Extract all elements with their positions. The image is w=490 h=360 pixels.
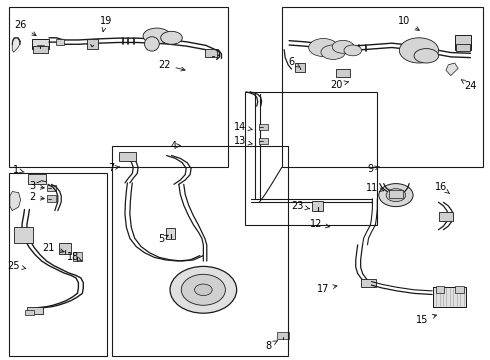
Polygon shape — [12, 38, 21, 52]
Ellipse shape — [143, 28, 171, 44]
Text: 24: 24 — [461, 80, 477, 91]
Text: 1: 1 — [13, 165, 24, 175]
FancyBboxPatch shape — [336, 69, 350, 77]
FancyBboxPatch shape — [295, 63, 305, 72]
FancyBboxPatch shape — [456, 286, 464, 293]
Text: 15: 15 — [416, 314, 437, 325]
Polygon shape — [446, 63, 458, 76]
Text: 14: 14 — [234, 122, 252, 132]
FancyBboxPatch shape — [24, 310, 34, 315]
Ellipse shape — [161, 31, 182, 44]
Text: 26: 26 — [15, 20, 36, 36]
FancyBboxPatch shape — [47, 195, 56, 202]
FancyBboxPatch shape — [277, 332, 289, 339]
Text: 9: 9 — [368, 164, 379, 174]
Ellipse shape — [332, 40, 354, 53]
Polygon shape — [10, 192, 21, 211]
Ellipse shape — [399, 38, 439, 63]
Text: 12: 12 — [310, 219, 330, 229]
Ellipse shape — [309, 39, 338, 57]
Text: 10: 10 — [398, 16, 419, 30]
Text: 11: 11 — [366, 183, 384, 193]
Text: 4: 4 — [171, 141, 180, 151]
Ellipse shape — [344, 45, 362, 56]
FancyBboxPatch shape — [87, 39, 98, 49]
FancyBboxPatch shape — [14, 227, 32, 243]
Text: 23: 23 — [292, 201, 309, 211]
Text: 3: 3 — [29, 181, 44, 192]
Polygon shape — [56, 39, 64, 45]
FancyBboxPatch shape — [47, 185, 56, 191]
FancyBboxPatch shape — [119, 152, 136, 161]
Text: 25: 25 — [7, 261, 26, 271]
Text: 21: 21 — [43, 243, 64, 253]
FancyBboxPatch shape — [361, 279, 376, 287]
Text: 13: 13 — [234, 136, 252, 146]
FancyBboxPatch shape — [73, 252, 82, 261]
Text: 7: 7 — [108, 163, 120, 173]
FancyBboxPatch shape — [32, 39, 49, 49]
Ellipse shape — [379, 184, 413, 207]
FancyBboxPatch shape — [33, 46, 48, 53]
Ellipse shape — [414, 49, 439, 63]
Text: 8: 8 — [266, 341, 277, 351]
Text: 17: 17 — [317, 284, 337, 294]
Ellipse shape — [195, 284, 212, 296]
FancyBboxPatch shape — [259, 138, 268, 144]
FancyBboxPatch shape — [434, 287, 466, 307]
FancyBboxPatch shape — [312, 201, 323, 211]
Text: 22: 22 — [158, 60, 185, 71]
FancyBboxPatch shape — [389, 190, 403, 198]
Text: 6: 6 — [289, 57, 300, 67]
Text: 2: 2 — [29, 192, 44, 202]
FancyBboxPatch shape — [440, 212, 453, 221]
FancyBboxPatch shape — [27, 175, 46, 184]
Text: 16: 16 — [435, 182, 450, 194]
FancyBboxPatch shape — [59, 243, 71, 254]
FancyBboxPatch shape — [27, 307, 43, 314]
Text: 19: 19 — [99, 16, 112, 32]
FancyBboxPatch shape — [436, 286, 444, 293]
Ellipse shape — [145, 37, 159, 51]
Text: 20: 20 — [331, 80, 348, 90]
Text: 5: 5 — [158, 234, 168, 244]
Ellipse shape — [321, 45, 345, 59]
FancyBboxPatch shape — [205, 49, 217, 57]
FancyBboxPatch shape — [456, 44, 470, 51]
Ellipse shape — [386, 189, 406, 202]
Ellipse shape — [170, 266, 237, 313]
FancyBboxPatch shape — [166, 228, 175, 239]
FancyBboxPatch shape — [259, 124, 268, 130]
Ellipse shape — [181, 274, 225, 305]
Text: 18: 18 — [67, 252, 82, 262]
FancyBboxPatch shape — [455, 35, 471, 50]
